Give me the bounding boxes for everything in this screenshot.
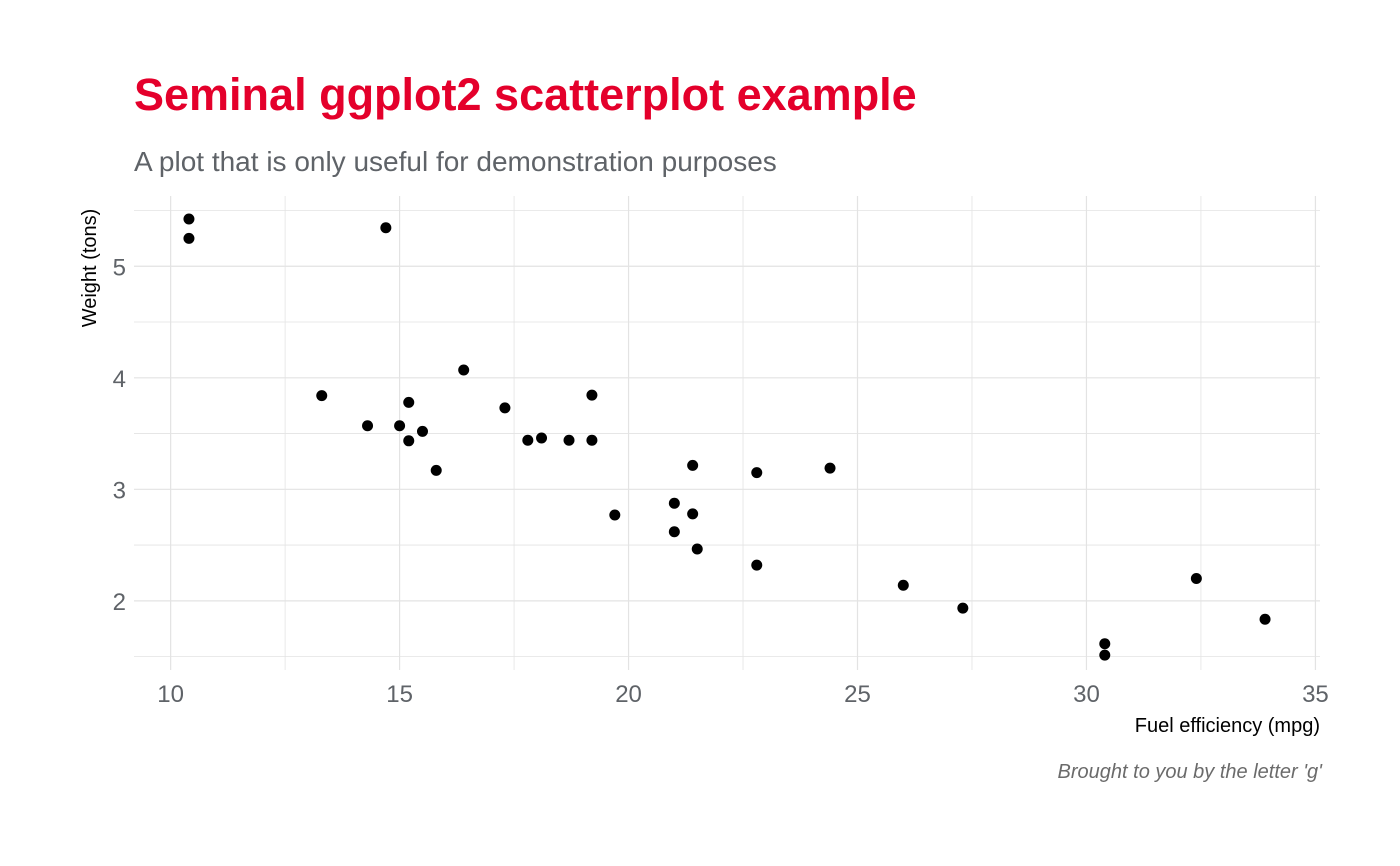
data-point xyxy=(751,559,763,571)
data-point xyxy=(687,508,699,520)
y-tick-label: 3 xyxy=(113,477,126,504)
data-point xyxy=(316,390,328,402)
x-axis-title: Fuel efficiency (mpg) xyxy=(1135,715,1320,737)
data-point xyxy=(394,420,406,432)
data-point xyxy=(751,467,763,479)
data-point xyxy=(687,459,699,471)
data-point xyxy=(1190,573,1202,585)
data-point xyxy=(691,543,703,555)
data-point xyxy=(380,222,392,234)
data-point xyxy=(609,509,621,521)
data-point xyxy=(1259,613,1271,625)
data-point xyxy=(416,425,428,437)
minor-gridlines xyxy=(134,196,1320,670)
data-point xyxy=(668,526,680,538)
data-point xyxy=(362,420,374,432)
data-point xyxy=(897,579,909,591)
data-point xyxy=(668,497,680,509)
data-point xyxy=(458,364,470,376)
data-point xyxy=(586,389,598,401)
data-point xyxy=(403,396,415,408)
y-tick-label: 2 xyxy=(113,589,126,616)
data-point xyxy=(563,434,575,446)
data-point xyxy=(536,432,548,444)
chart-subtitle: A plot that is only useful for demonstra… xyxy=(134,146,777,177)
x-tick-label: 30 xyxy=(1073,681,1100,708)
x-axis-tick-labels: 10 15 20 25 30 35 xyxy=(157,681,1328,708)
data-point xyxy=(1099,649,1111,661)
y-tick-label: 5 xyxy=(113,254,126,281)
x-tick-label: 15 xyxy=(386,681,413,708)
y-axis-title: Weight (tons) xyxy=(79,209,101,328)
x-tick-label: 25 xyxy=(844,681,871,708)
data-point xyxy=(183,232,195,244)
data-point xyxy=(522,434,534,446)
data-point xyxy=(183,213,195,225)
x-tick-label: 35 xyxy=(1302,681,1329,708)
data-point xyxy=(824,462,836,474)
data-point xyxy=(957,602,969,614)
data-point xyxy=(586,434,598,446)
x-tick-label: 20 xyxy=(615,681,642,708)
data-point xyxy=(1099,638,1111,650)
x-tick-label: 10 xyxy=(157,681,184,708)
chart-caption: Brought to you by the letter 'g' xyxy=(1057,761,1322,783)
major-gridlines xyxy=(134,196,1320,670)
y-tick-label: 4 xyxy=(113,366,126,393)
data-point xyxy=(499,402,511,414)
chart-title: Seminal ggplot2 scatterplot example xyxy=(134,69,917,120)
data-point xyxy=(403,435,415,447)
data-point xyxy=(430,464,442,476)
data-points xyxy=(183,213,1271,661)
y-axis-tick-labels: 2 3 4 5 xyxy=(113,254,126,616)
